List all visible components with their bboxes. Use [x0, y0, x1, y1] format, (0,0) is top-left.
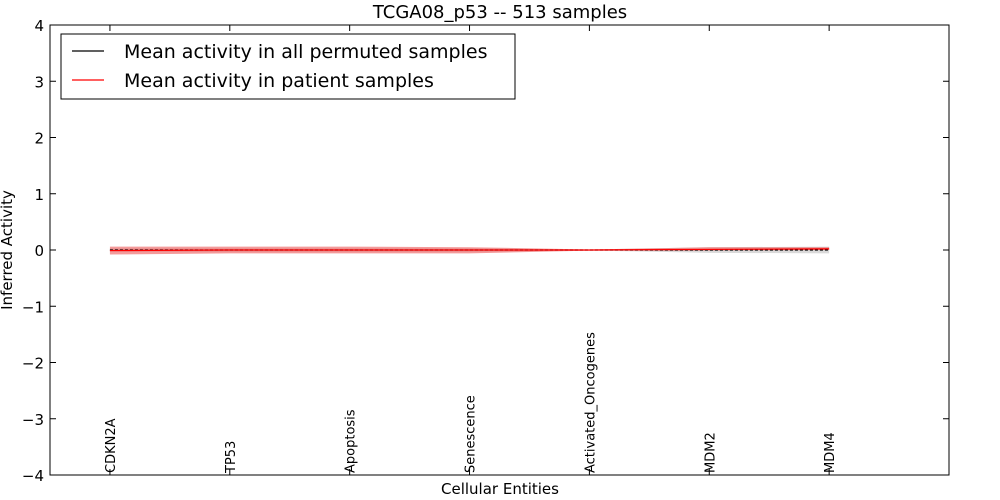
y-tick-label: −1	[22, 298, 44, 316]
x-tick-label: Senescence	[464, 395, 479, 473]
y-tick-label: 4	[34, 17, 44, 35]
x-tick-label: TP53	[224, 441, 239, 474]
chart-title: TCGA08_p53 -- 513 samples	[372, 2, 627, 23]
y-tick-label: 1	[34, 186, 44, 204]
y-tick-label: −4	[22, 467, 44, 485]
y-tick-label: 0	[34, 242, 44, 260]
x-tick-label: CDKN2A	[104, 418, 119, 473]
y-tick-label: 3	[34, 73, 44, 91]
x-axis-label: Cellular Entities	[441, 480, 559, 498]
y-axis: 4 3 2 1 0 −1 −2 −3 −4	[22, 17, 949, 485]
legend: Mean activity in all permuted samples Me…	[60, 33, 516, 100]
y-tick-label: 2	[34, 130, 44, 148]
y-tick-label: −2	[22, 355, 44, 373]
y-tick-label: −3	[22, 411, 44, 429]
x-tick-label: Activated_Oncogenes	[583, 332, 598, 473]
x-tick-label: MDM2	[703, 432, 718, 473]
series-line-1	[109, 248, 830, 252]
plot-area	[109, 246, 830, 255]
x-axis: CDKN2A TP53 Apoptosis Senescence Activated_O…	[104, 25, 838, 475]
legend-label-permuted: Mean activity in all permuted samples	[124, 41, 487, 63]
y-axis-label: Inferred Activity	[0, 190, 16, 310]
legend-box	[60, 33, 516, 100]
legend-label-patient: Mean activity in patient samples	[124, 70, 434, 92]
x-tick-label: MDM4	[823, 432, 838, 473]
x-tick-label: Apoptosis	[344, 409, 359, 473]
